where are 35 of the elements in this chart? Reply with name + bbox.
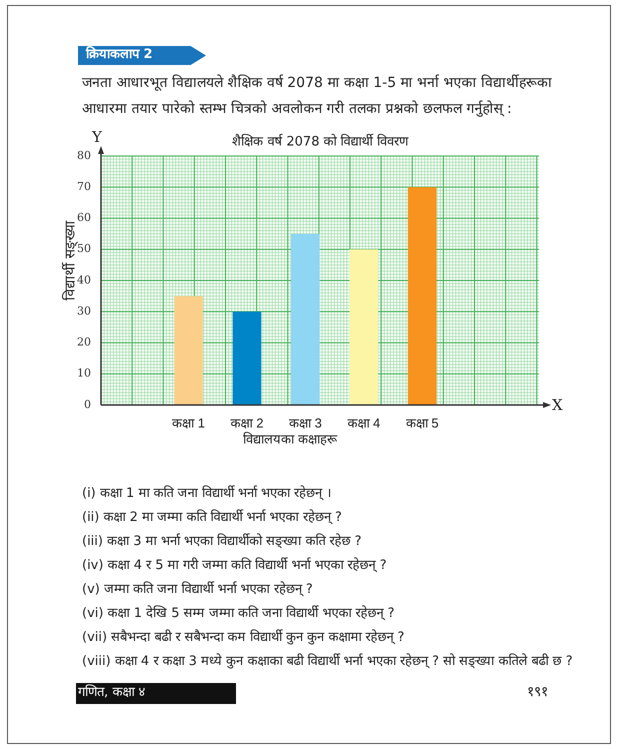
text: जनता आधारभूत विद्यालयले शैक्षिक वर्ष 2078 मा कक्षा 1-5 मा भर्ना भएका विद्यार्थीहरूका आधारमा तयार पारेको स्तम्भ चित्रको अवलोकन गरी तलका प्रश्नको छलफल गर्नुहोस् : — [82, 74, 553, 119]
x-tick-label: कक्षा 5 — [406, 415, 439, 430]
text: (iv) कक्षा 4 र 5 मा गरी जम्मा कति विद्यार्थी भर्ना भएका रहेछन् ? — [82, 556, 388, 575]
y-tick-label: 10 — [77, 366, 91, 380]
x-tick-label: कक्षा 3 — [288, 415, 322, 430]
bar — [291, 234, 320, 405]
x-axis-title: विद्यालयका कक्षाहरू — [242, 431, 338, 448]
text: (vii) सबैभन्दा बढी र सबैभन्दा कम विद्यार्थी कुन कुन कक्षामा रहेछन् ? — [82, 628, 406, 647]
text: (i) कक्षा 1 मा कति जना विद्यार्थी भर्ना भएका रहेछन् । — [82, 484, 332, 503]
y-tick-label: 70 — [77, 180, 91, 193]
y-tick-label: 50 — [77, 242, 91, 256]
y-tick-label: 60 — [77, 211, 91, 224]
x-tick-label: कक्षा 4 — [347, 415, 380, 430]
x-tick-label: कक्षा 2 — [230, 415, 264, 430]
text: १९१ — [527, 683, 548, 702]
text: (iii) कक्षा 3 मा भर्ना भएका विद्यार्थीको सङ्ख्या कति रहेछ ? — [82, 532, 362, 551]
y-tick-label: 30 — [77, 304, 91, 318]
bar — [174, 296, 203, 405]
bar — [232, 312, 262, 405]
text: Y — [91, 128, 104, 146]
text: (v) जम्मा कति जना विद्यार्थी भर्ना भएका रहेछन् ? — [82, 580, 314, 599]
text: (ii) कक्षा 2 मा जम्मा कति विद्यार्थी भर्ना भएका रहेछन् ? — [82, 508, 343, 527]
text: (viii) कक्षा 4 र कक्षा 3 मध्ये कुन कक्षाका बढी विद्यार्थी भर्ना भएका रहेछन् ? सो सङ्ख्या कतिले बढी छ ? — [82, 652, 574, 671]
text: क्रियाकलाप 2 — [86, 45, 153, 64]
text: (vi) कक्षा 1 देखि 5 सम्म जम्मा कति जना विद्यार्थी भएका रहेछन् ? — [82, 604, 396, 623]
bar — [349, 249, 378, 405]
x-tick-label: कक्षा 1 — [172, 415, 206, 430]
y-tick-label: 80 — [77, 148, 91, 162]
y-tick-label: 20 — [77, 336, 91, 349]
bar — [408, 187, 437, 405]
text: गणित, कक्षा ४ — [78, 683, 146, 702]
chart-title: शैक्षिक वर्ष 2078 को विद्यार्थी विवरण — [232, 133, 409, 150]
y-tick-label: 0 — [84, 398, 91, 411]
y-tick-label: 40 — [77, 273, 91, 286]
text: X — [552, 396, 563, 414]
